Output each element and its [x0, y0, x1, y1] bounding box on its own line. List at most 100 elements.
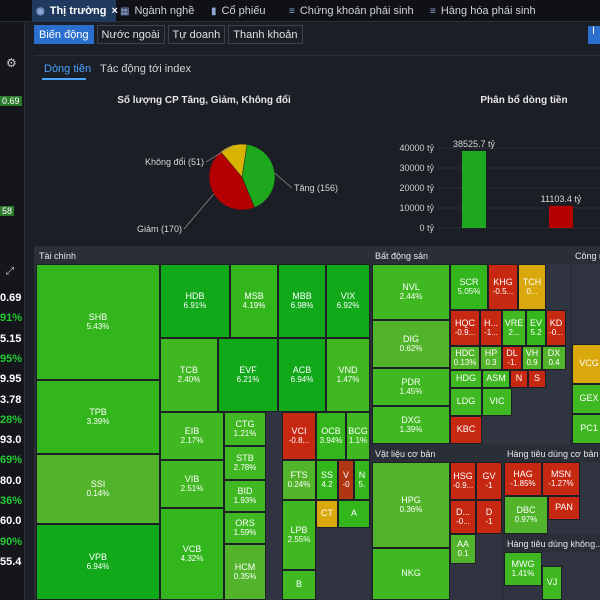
heatmap-cell[interactable]: AA 0.1	[450, 534, 476, 564]
heatmap-cell[interactable]: D... -0...	[450, 500, 476, 534]
heatmap-cell[interactable]: VCG	[572, 344, 600, 384]
expand-icon[interactable]: ⤢	[6, 266, 14, 277]
heatmap-cell[interactable]: ACB 6.94%	[278, 338, 326, 412]
heatmap-cell[interactable]: VH 0.9	[522, 346, 542, 370]
heatmap-cell[interactable]: HDC 0.13%	[450, 346, 480, 370]
heatmap-cell[interactable]: SCR 5.05%	[450, 264, 488, 310]
heatmap-cell[interactable]: D -1	[476, 500, 502, 534]
heatmap-cell[interactable]: MSB 4.19%	[230, 264, 278, 338]
heatmap-cell[interactable]: EVF 6.21%	[218, 338, 278, 412]
heatmap-cell[interactable]: VIX 6.92%	[326, 264, 370, 338]
heatmap-cell[interactable]: VND 1.47%	[326, 338, 370, 412]
heatmap-cell[interactable]: VRE 2...	[502, 310, 526, 346]
close-icon[interactable]: ×	[111, 5, 118, 17]
change-label: 2.44%	[399, 291, 423, 301]
ticker-label: FTS	[290, 469, 308, 480]
heatmap-cell[interactable]: CT	[316, 500, 338, 528]
heatmap-cell[interactable]: EIB 2.17%	[160, 412, 224, 460]
tab-dong-tien[interactable]: Dòng tiền	[44, 63, 92, 75]
heatmap-cell[interactable]: VPB 6.94%	[36, 524, 160, 600]
heatmap-cell[interactable]: ASM	[482, 370, 510, 388]
heatmap-cell[interactable]: FTS 0.24%	[282, 460, 316, 500]
heatmap-cell[interactable]: HSG -0.9...	[450, 462, 476, 500]
tab-thi-truong[interactable]: ◉ Thị trường ×	[32, 0, 118, 22]
heatmap-cell[interactable]: TPB 3.39%	[36, 380, 160, 454]
ticker-label: MBB	[292, 290, 312, 301]
heatmap-cell[interactable]: VCI -0.8...	[282, 412, 316, 460]
heatmap-cell[interactable]: VIC	[482, 388, 512, 416]
heatmap-cell[interactable]: KBC	[450, 416, 482, 444]
heatmap-cell[interactable]: N	[510, 370, 528, 388]
ticker-label: MWG	[511, 558, 535, 569]
ticker-label: S	[533, 373, 540, 384]
ticker-label: KBC	[456, 424, 476, 435]
heatmap-cell[interactable]: DXG 1.39%	[372, 406, 450, 444]
heatmap-cell[interactable]: HDB 6.91%	[160, 264, 230, 338]
heatmap-cell[interactable]: HQC -0.9...	[450, 310, 480, 346]
tab-co-phieu[interactable]: ▮ Cổ phiếu	[211, 0, 266, 22]
heatmap-cell[interactable]: DBC 0.97%	[504, 496, 548, 534]
heatmap-cell[interactable]: TCB 2.40%	[160, 338, 218, 412]
heatmap-cell[interactable]: SSI 0.14%	[36, 454, 160, 524]
heatmap-cell[interactable]: EV 5.2	[526, 310, 546, 346]
heatmap-cell[interactable]: LPB 2.55%	[282, 500, 316, 570]
main-tab-bar: ◉ Thị trường × ▦ Ngành nghề ▮ Cổ phiếu ≡…	[0, 0, 600, 22]
heatmap-cell[interactable]: N 5.	[354, 460, 370, 500]
heatmap-cell[interactable]: HP 0.3	[480, 346, 502, 370]
ticker-label: GEX	[579, 393, 599, 404]
heatmap-cell[interactable]: KD -0...	[546, 310, 566, 346]
heatmap-cell[interactable]: NVL 2.44%	[372, 264, 450, 320]
heatmap-cell[interactable]: MBB 6.98%	[278, 264, 326, 338]
bar-value-label: 11103.4 tỷ	[541, 194, 582, 204]
sector-group-vat-lieu-co-ban: Vật liệu cơ bản HPG 0.36% HSG -0.9... GV -1 D.…	[372, 446, 502, 600]
ticker-label: VIB	[184, 473, 200, 484]
tab-hang-hoa-phai-sinh[interactable]: ≡ Hàng hóa phái sinh	[430, 0, 536, 22]
heatmap-cell[interactable]: HDG	[450, 370, 482, 388]
heatmap-cell[interactable]: VJ	[542, 566, 562, 600]
heatmap-cell[interactable]: GEX	[572, 384, 600, 414]
change-label: 0.35%	[233, 571, 257, 581]
tab-nganh-nghe[interactable]: ▦ Ngành nghề	[120, 0, 194, 22]
heatmap-cell[interactable]: HCM 0.35%	[224, 544, 266, 600]
heatmap-cell[interactable]: MSN -1.27%	[542, 462, 580, 496]
heatmap-cell[interactable]: A	[338, 500, 370, 528]
heatmap-cell[interactable]: LDG	[450, 388, 482, 416]
heatmap-cell[interactable]: CTG 1.21%	[224, 412, 266, 446]
heatmap-cell[interactable]: PC1	[572, 414, 600, 444]
subtab-thanh-khoan[interactable]: Thanh khoản	[228, 25, 303, 44]
heatmap-cell[interactable]: PAN	[548, 496, 580, 520]
heatmap-cell[interactable]: VIB 2.51%	[160, 460, 224, 508]
ticker-label: HDB	[185, 290, 205, 301]
heatmap-cell[interactable]: DL -1.	[502, 346, 522, 370]
heatmap-cell[interactable]: PDR 1.45%	[372, 368, 450, 406]
heatmap-cell[interactable]: S	[528, 370, 546, 388]
heatmap-cell[interactable]: VCB 4.32%	[160, 508, 224, 600]
heatmap-cell[interactable]: HPG 0.36%	[372, 462, 450, 548]
heatmap-cell[interactable]: TCH 0...	[518, 264, 546, 310]
heatmap-cell[interactable]: DX 0.4	[542, 346, 566, 370]
heatmap-cell[interactable]: B	[282, 570, 316, 600]
heatmap-cell[interactable]: ORS 1.59%	[224, 512, 266, 544]
subtab-bien-dong[interactable]: Biến động	[34, 25, 94, 44]
heatmap-cell[interactable]: BCG 1.1%	[346, 412, 370, 460]
heatmap-cell[interactable]: MWG 1.41%	[504, 552, 542, 586]
heatmap-cell[interactable]: KHG -0.5...	[488, 264, 518, 310]
heatmap-cell[interactable]: BID 1.93%	[224, 480, 266, 512]
heatmap-cell[interactable]: GV -1	[476, 462, 502, 500]
heatmap-cell[interactable]: SS 4.2	[316, 460, 338, 500]
subtab-tu-doanh[interactable]: Tự doanh	[167, 25, 226, 44]
heatmap-cell[interactable]: HAG -1.85%	[504, 462, 542, 496]
subtab-nuoc-ngoai[interactable]: Nước ngoài	[96, 25, 165, 44]
tab-tac-dong-toi-index[interactable]: Tác động tới index	[100, 63, 191, 75]
heatmap-cell[interactable]: V -0	[338, 460, 354, 500]
tab-chung-khoan-phai-sinh[interactable]: ≡ Chứng khoán phái sinh	[289, 0, 414, 22]
heatmap-cell[interactable]: H... -1...	[480, 310, 502, 346]
heatmap-cell[interactable]: OCB 3.94%	[316, 412, 346, 460]
right-action-button[interactable]: Ⅰ	[588, 26, 600, 44]
ticker-label: VCI	[291, 425, 307, 436]
heatmap-cell[interactable]: DIG 0.62%	[372, 320, 450, 368]
heatmap-cell[interactable]: SHB 5.43%	[36, 264, 160, 380]
heatmap-cell[interactable]: STB 2.78%	[224, 446, 266, 480]
gear-icon[interactable]: ⚙	[6, 56, 17, 70]
heatmap-cell[interactable]: NKG	[372, 548, 450, 600]
